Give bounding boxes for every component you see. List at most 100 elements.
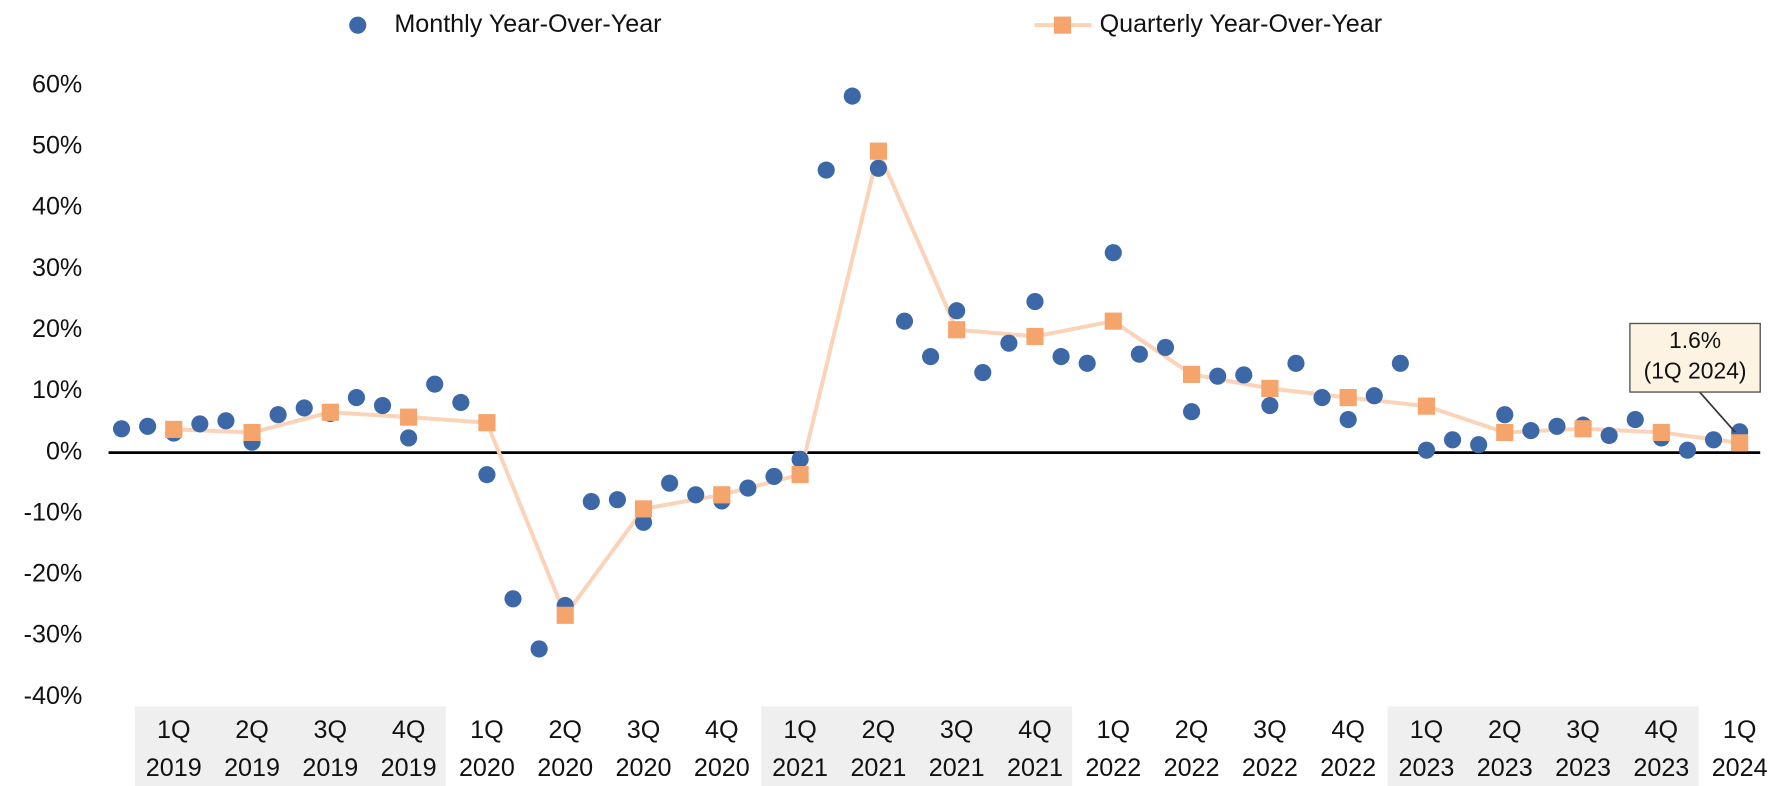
y-tick-label: 40%	[32, 193, 82, 221]
quarterly-marker	[243, 423, 261, 442]
x-tick-label: 2020	[694, 754, 750, 782]
x-tick-label: 2024	[1712, 754, 1768, 782]
year-band	[134, 706, 446, 786]
x-tick-label: 1Q	[783, 716, 817, 744]
x-tick-label: 2021	[929, 754, 985, 782]
y-tick-label: 30%	[32, 254, 82, 282]
quarterly-marker	[1496, 423, 1514, 442]
monthly-dot	[112, 420, 131, 438]
quarterly-marker	[478, 414, 496, 432]
quarterly-marker	[1183, 365, 1201, 383]
monthly-dot	[452, 393, 470, 412]
monthly-dot	[1313, 389, 1331, 407]
y-tick-label: 60%	[32, 70, 82, 98]
monthly-dot	[1052, 348, 1070, 366]
quarterly-marker	[165, 420, 183, 438]
quarterly-marker	[400, 408, 418, 426]
year-band	[761, 706, 1073, 786]
x-tick-label: 2022	[1242, 754, 1298, 782]
legend-marker	[1053, 16, 1071, 34]
quarterly-marker	[1104, 312, 1122, 330]
quarterly-marker	[1574, 420, 1592, 438]
x-tick-label: 2019	[224, 754, 280, 782]
legend-dot	[349, 16, 367, 34]
monthly-dot	[1261, 396, 1279, 415]
x-tick-label: 2Q	[235, 716, 269, 744]
x-tick-label: 1Q	[470, 716, 504, 744]
x-tick-label: 4Q	[1645, 716, 1679, 744]
x-tick-label: 2019	[302, 754, 358, 782]
monthly-dot	[608, 491, 626, 509]
monthly-dot	[478, 466, 496, 484]
x-tick-label: 4Q	[1018, 716, 1052, 744]
x-tick-label: 3Q	[1253, 716, 1287, 744]
x-tick-label: 1Q	[157, 716, 191, 744]
x-tick-label: 3Q	[314, 716, 348, 744]
year-band	[1387, 706, 1699, 786]
x-tick-label: 1Q	[1097, 716, 1131, 744]
x-tick-label: 2019	[381, 754, 437, 782]
quarterly-marker	[1339, 389, 1357, 407]
x-tick-label: 2022	[1164, 754, 1220, 782]
monthly-dot	[1235, 366, 1253, 384]
quarterly-marker	[869, 142, 887, 160]
monthly-dot	[191, 415, 209, 433]
x-tick-label: 3Q	[627, 716, 661, 744]
annotation-box	[1629, 322, 1761, 393]
x-tick-label: 2019	[146, 754, 202, 782]
quarterly-marker	[791, 466, 809, 484]
monthly-dot	[1443, 431, 1462, 449]
plot: -40% -30% -20% -10% 0% 10% 20% 30% 40% 50% 60% 1Q 20…	[24, 10, 1768, 786]
monthly-dot	[1496, 406, 1514, 424]
monthly-dot	[974, 363, 992, 382]
monthly-dot	[869, 159, 887, 177]
quarterly-marker	[321, 403, 339, 421]
monthly-dot	[1130, 345, 1148, 363]
monthly-dot	[817, 161, 835, 179]
y-tick-label: 0%	[46, 437, 82, 465]
monthly-dot	[687, 486, 705, 504]
quarterly-marker	[1731, 434, 1749, 452]
x-tick-label: 2Q	[1488, 716, 1522, 744]
monthly-dot	[1548, 417, 1566, 435]
x-tick-label: 4Q	[705, 716, 739, 744]
quarterly-line	[173, 144, 1740, 620]
quarterly-marker	[1652, 423, 1670, 442]
legend-label: Monthly Year-Over-Year	[394, 10, 661, 38]
monthly-dot	[1365, 387, 1383, 405]
y-tick-label: 20%	[32, 315, 82, 343]
x-tick-label: 3Q	[1566, 716, 1600, 744]
x-tick-label: 2023	[1477, 754, 1533, 782]
x-tick-label: 1Q	[1410, 716, 1444, 744]
y-tick-label: -40%	[24, 682, 83, 710]
annotation-text: 1.6%	[1669, 327, 1721, 353]
x-tick-label: 4Q	[392, 716, 426, 744]
x-tick-label: 2023	[1633, 754, 1689, 782]
monthly-dot	[1704, 431, 1723, 449]
x-tick-label: 2022	[1085, 754, 1141, 782]
x-tick-label: 2023	[1399, 754, 1455, 782]
y-tick-label: 10%	[32, 376, 82, 404]
monthly-dot	[1104, 244, 1122, 262]
monthly-dot	[948, 302, 966, 320]
x-tick-label: 4Q	[1331, 716, 1365, 744]
monthly-dot	[1183, 403, 1201, 421]
y-tick-label: 50%	[32, 132, 82, 160]
monthly-dot	[895, 312, 914, 330]
monthly-dot	[295, 399, 313, 417]
monthly-dot	[634, 513, 653, 531]
y-tick-label: -30%	[24, 621, 83, 649]
quarterly-marker	[1026, 327, 1044, 346]
x-tick-label: 2Q	[862, 716, 896, 744]
x-tick-label: 2021	[850, 754, 906, 782]
annotation-arrow	[1698, 391, 1736, 433]
monthly-dot	[1026, 293, 1044, 311]
monthly-dot	[1339, 411, 1357, 429]
annotation-text: (1Q 2024)	[1644, 358, 1747, 384]
monthly-dot	[1209, 367, 1227, 385]
monthly-dot	[843, 87, 861, 105]
quarterly-marker	[1261, 379, 1279, 397]
monthly-dot	[347, 389, 365, 407]
legend-label: Quarterly Year-Over-Year	[1100, 10, 1383, 38]
monthly-dot	[1078, 354, 1096, 372]
